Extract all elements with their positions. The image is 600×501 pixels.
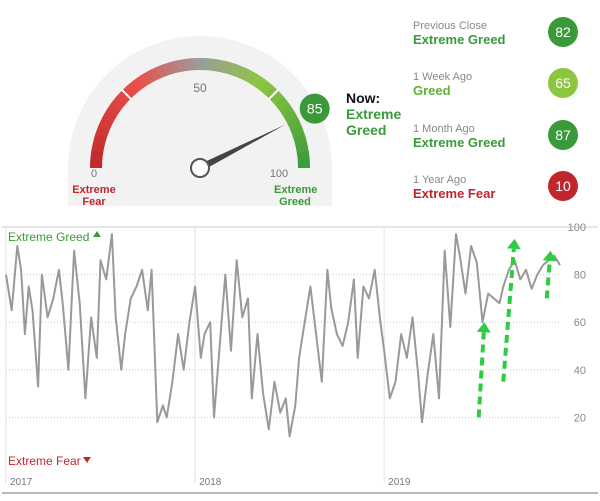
history-value-badge: 87	[548, 120, 578, 150]
gauge-segment-neutral	[182, 58, 219, 72]
trend-arrow-head	[506, 238, 521, 250]
chart-y-tick-labels: 20 40 60 80 100	[568, 222, 586, 424]
history-title: Previous Close	[413, 20, 487, 32]
bottom-divider	[2, 492, 598, 494]
history-value-badge: 10	[548, 171, 578, 201]
chart-grid	[6, 226, 560, 418]
gauge-mid-label: 50	[193, 81, 207, 95]
y-tick-label: 40	[574, 365, 586, 377]
gauge-segment-extreme-greed	[269, 90, 310, 169]
x-tick-label: 2019	[388, 477, 411, 488]
scale-min-line2: Fear	[82, 196, 106, 208]
history-1-week-ago: 1 Week Ago Greed 65	[413, 68, 578, 98]
x-tick-label: 2017	[10, 477, 33, 488]
chart-top-label: Extreme Greed	[8, 230, 89, 244]
trend-arrow-shaft	[476, 332, 486, 418]
gauge-value-badge: 85	[299, 93, 330, 124]
x-tick-label: 2018	[199, 477, 222, 488]
gauge-tick	[120, 88, 133, 101]
gauge-tick	[267, 88, 280, 101]
scale-min-label: 0 Extreme Fear	[64, 168, 124, 208]
chart-year-separators	[5, 227, 385, 483]
series-line	[5, 233, 561, 438]
history-chart: 20 40 60 80 100 2017 2018 2019 Extreme Greed E…	[2, 222, 598, 488]
chart-bottom-label: Extreme Fear	[8, 454, 81, 468]
trend-arrow-shaft	[501, 248, 516, 382]
scale-max-number: 100	[269, 168, 289, 180]
scale-max-label: 100 Extreme Greed	[256, 168, 318, 208]
y-tick-label: 60	[574, 317, 586, 329]
chart-trend-arrows	[476, 238, 557, 418]
gauge-arc	[90, 58, 310, 169]
scale-max-line1: Extreme	[274, 184, 318, 196]
trend-arrow	[542, 250, 557, 299]
fear-greed-gauge: 50 85	[68, 36, 332, 206]
chart-x-tick-labels: 2017 2018 2019	[10, 477, 411, 488]
now-rating-line2: Greed	[346, 122, 387, 138]
now-title: Now:	[346, 90, 381, 106]
history-title: 1 Week Ago	[413, 71, 473, 83]
scale-max-line2: Greed	[279, 196, 311, 208]
trend-arrow-head	[542, 250, 557, 262]
y-tick-label: 100	[568, 222, 586, 234]
needle-pointer	[198, 124, 286, 172]
triangle-up-icon	[93, 231, 101, 237]
history-rating: Greed	[413, 83, 451, 98]
now-rating: Extreme Greed	[346, 106, 416, 138]
trend-arrow	[501, 238, 521, 382]
scale-min-number: 0	[90, 168, 98, 180]
gauge-background	[68, 36, 332, 206]
history-rating: Extreme Fear	[413, 186, 496, 201]
history-title: 1 Month Ago	[413, 123, 475, 135]
gauge-panel	[68, 36, 332, 206]
trend-arrow-head	[476, 322, 491, 333]
trend-arrow-shaft	[544, 260, 552, 299]
history-title: 1 Year Ago	[413, 174, 467, 186]
history-rating: Extreme Greed	[413, 32, 506, 47]
gauge-value-circle	[299, 93, 330, 124]
gauge-value-text: 85	[307, 101, 323, 117]
history-1-month-ago: 1 Month Ago Extreme Greed 87	[413, 120, 578, 150]
history-value-badge: 82	[548, 17, 578, 47]
history-value-badge: 65	[548, 68, 578, 98]
history-previous-close: Previous Close Extreme Greed 82	[413, 17, 578, 47]
triangle-down-icon	[83, 457, 91, 463]
gauge-segment-greed	[215, 59, 279, 100]
chart-series-line	[5, 233, 561, 438]
scale-min-line1: Extreme	[72, 184, 116, 196]
history-1-year-ago: 1 Year Ago Extreme Fear 10	[413, 171, 578, 201]
history-rating: Extreme Greed	[413, 135, 506, 150]
now-rating-line1: Extreme	[346, 106, 402, 122]
gauge-needle	[190, 124, 286, 178]
gauge-ticks	[120, 88, 280, 101]
gauge-segment-extreme-fear	[90, 89, 132, 169]
needle-hub	[190, 158, 210, 178]
y-tick-label: 20	[574, 412, 586, 424]
trend-arrow	[476, 322, 491, 418]
y-tick-label: 80	[574, 270, 586, 282]
